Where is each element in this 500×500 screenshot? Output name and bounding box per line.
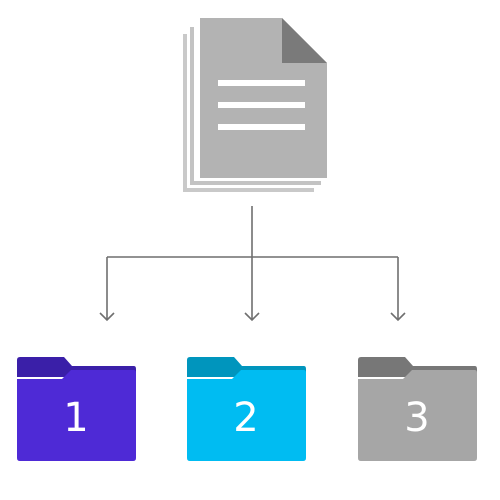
document-folded-corner [282, 18, 327, 63]
folder-1: 1 [17, 357, 136, 461]
folder-label: 3 [404, 395, 429, 441]
document-text-line [218, 124, 305, 130]
folder-body [187, 370, 306, 461]
folder-2: 2 [187, 357, 306, 461]
document-stack-icon [183, 18, 327, 192]
arrowhead-1 [99, 312, 115, 322]
document-text-line [218, 80, 305, 86]
folder-label: 2 [233, 395, 258, 441]
connector-lines [99, 206, 406, 322]
folder-3: 3 [358, 357, 477, 461]
folder-body [17, 370, 136, 461]
arrowhead-2 [244, 312, 260, 322]
document-text-line [218, 102, 305, 108]
arrowhead-3 [390, 312, 406, 322]
folder-label: 1 [63, 395, 88, 441]
folder-body [358, 370, 477, 461]
